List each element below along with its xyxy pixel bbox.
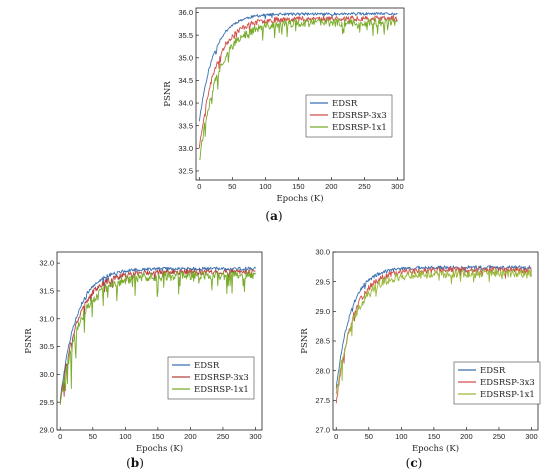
y-tick-label: 31.5 — [39, 287, 54, 296]
series-line-3 — [59, 270, 256, 406]
y-tick-label: 30.0 — [39, 370, 54, 379]
y-tick-label: 29.5 — [315, 277, 330, 286]
y-tick-label: 33.5 — [178, 121, 193, 130]
x-tick-label: 200 — [460, 432, 473, 441]
y-tick-label: 32.0 — [39, 259, 54, 268]
y-tick-label: 29.5 — [39, 398, 54, 407]
series-line-2 — [335, 266, 532, 404]
x-tick-label: 0 — [197, 182, 201, 191]
x-axis-label: Epochs (K) — [136, 443, 183, 454]
x-tick-label: 250 — [493, 432, 506, 441]
legend-entry: EDSRSP-1x1 — [194, 385, 249, 395]
y-tick-label: 33.0 — [178, 144, 193, 153]
legend-box — [167, 356, 255, 400]
legend-entry: EDSRSP-3x3 — [332, 111, 387, 121]
x-tick-label: 150 — [152, 432, 165, 441]
y-tick-label: 27.0 — [315, 426, 330, 435]
legend-entry: EDSR — [194, 361, 220, 371]
y-tick-label: 30.5 — [39, 342, 54, 351]
panel-caption: (c) — [406, 456, 423, 470]
y-tick-label: 34.0 — [178, 99, 193, 108]
x-tick-label: 50 — [228, 182, 236, 191]
series-line-2 — [198, 15, 398, 149]
x-tick-label: 0 — [334, 432, 338, 441]
legend-entry: EDSR — [480, 366, 506, 376]
y-tick-label: 28.0 — [315, 366, 330, 375]
y-tick-label: 28.5 — [315, 337, 330, 346]
y-tick-label: 29.0 — [315, 307, 330, 316]
y-axis-label: PSNR — [24, 328, 34, 354]
series-line-3 — [335, 268, 532, 395]
y-tick-label: 35.0 — [178, 53, 193, 62]
x-tick-label: 300 — [249, 432, 262, 441]
chart-b: 0 50 100 150 200 250 300 29.0 29.5 30.0 30.5 31.0 31… — [24, 251, 263, 470]
x-tick-label: 250 — [358, 182, 371, 191]
x-axis-label: Epochs (K) — [412, 443, 459, 454]
y-axis-label: PSNR — [163, 81, 173, 107]
x-tick-label: 200 — [184, 432, 197, 441]
series-line-1 — [335, 265, 532, 389]
y-tick-label: 36.0 — [178, 8, 193, 17]
legend-entry: EDSRSP-3x3 — [194, 373, 249, 383]
legend: EDSR EDSRSP-3x3 EDSRSP-1x1 — [305, 94, 393, 138]
y-axis-label: PSNR — [300, 328, 310, 354]
legend: EDSR EDSRSP-3x3 EDSRSP-1x1 — [453, 361, 541, 405]
legend-entry: EDSRSP-1x1 — [332, 123, 387, 133]
x-tick-label: 100 — [259, 182, 272, 191]
chart-c: 0 50 100 150 200 250 300 27.0 27.5 28.0 28.5 29.0 29… — [300, 248, 541, 470]
x-axis-label: Epochs (K) — [276, 193, 323, 204]
panel-caption: (b) — [126, 456, 144, 470]
x-tick-label: 150 — [292, 182, 305, 191]
y-tick-label: 35.5 — [178, 31, 193, 40]
x-tick-label: 100 — [119, 432, 132, 441]
legend: EDSR EDSRSP-3x3 EDSRSP-1x1 — [167, 356, 255, 400]
x-tick-label: 300 — [525, 432, 538, 441]
series-line-1 — [198, 12, 398, 122]
x-tick-label: 150 — [428, 432, 441, 441]
series-line-3 — [199, 18, 398, 161]
legend-entry: EDSRSP-1x1 — [480, 390, 535, 400]
x-tick-label: 0 — [58, 432, 62, 441]
legend-entry: EDSR — [332, 99, 358, 109]
x-tick-label: 50 — [365, 432, 373, 441]
plot-frame — [195, 7, 405, 181]
y-tick-label: 29.0 — [39, 426, 54, 435]
y-tick-label: 34.5 — [178, 76, 193, 85]
x-tick-label: 50 — [89, 432, 97, 441]
y-tick-label: 32.5 — [178, 167, 193, 176]
x-tick-label: 300 — [391, 182, 404, 191]
panel-caption: (a) — [265, 209, 282, 223]
series-line-1 — [59, 266, 256, 400]
x-tick-label: 200 — [325, 182, 338, 191]
y-tick-label: 27.5 — [315, 396, 330, 405]
legend-box — [453, 361, 541, 405]
y-tick-label: 31.0 — [39, 314, 54, 323]
legend-box — [305, 94, 393, 138]
x-tick-label: 100 — [395, 432, 408, 441]
plot-frame — [56, 251, 263, 431]
chart-a: 0 50 100 150 200 250 300 32.5 33.0 33.5 34.0 34.5 35… — [163, 7, 405, 223]
legend-entry: EDSRSP-3x3 — [480, 378, 535, 388]
y-tick-label: 30.0 — [315, 248, 330, 257]
x-tick-label: 250 — [217, 432, 230, 441]
